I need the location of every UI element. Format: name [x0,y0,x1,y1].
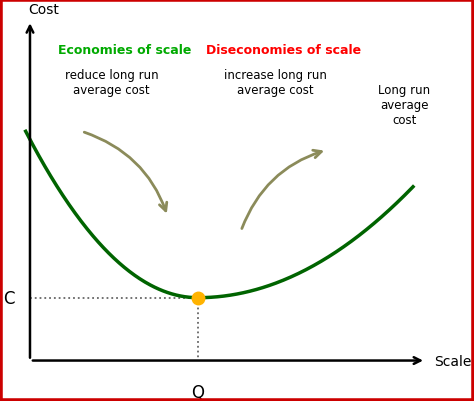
Text: Long run
average
cost: Long run average cost [378,84,430,127]
Text: Diseconomies of scale: Diseconomies of scale [206,43,362,57]
Text: Q: Q [191,383,204,401]
Text: Scale: Scale [435,354,472,368]
Text: Cost: Cost [28,3,59,17]
Text: reduce long run
average cost: reduce long run average cost [65,69,159,97]
Text: increase long run
average cost: increase long run average cost [224,69,327,97]
Text: Economies of scale: Economies of scale [58,43,191,57]
Text: C: C [3,289,14,307]
